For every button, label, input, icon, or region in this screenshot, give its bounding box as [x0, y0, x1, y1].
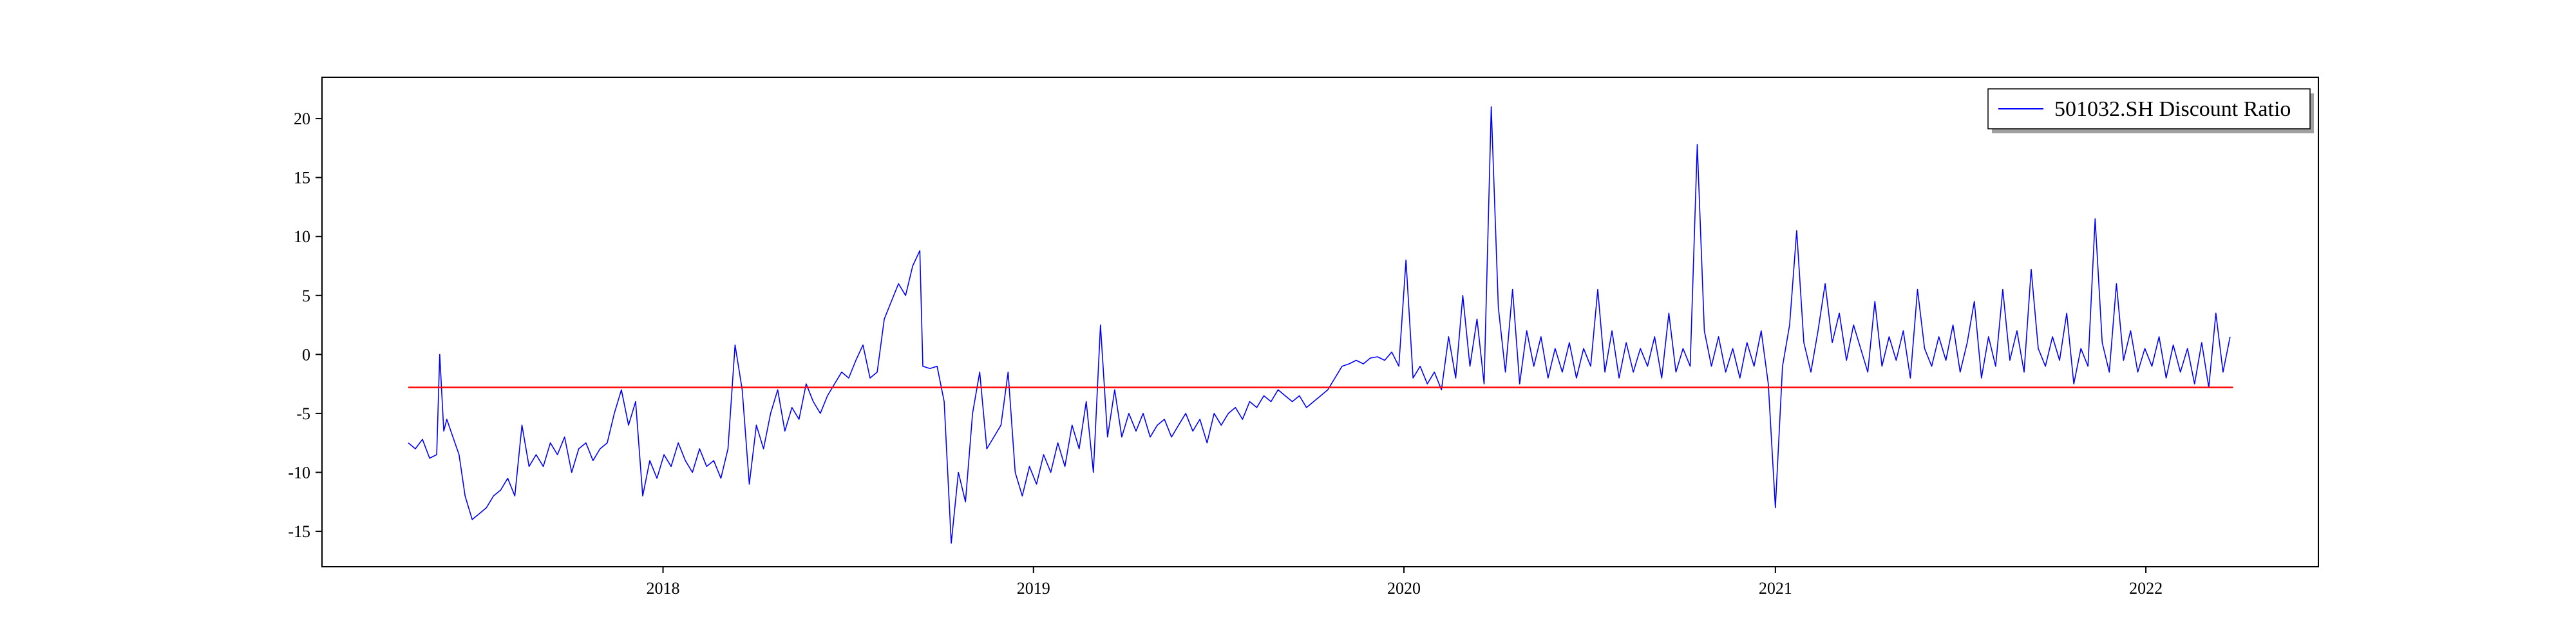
x-tick-label: 2018: [647, 579, 680, 598]
y-tick-label: -15: [288, 522, 310, 541]
y-tick-label: -5: [296, 404, 310, 423]
x-tick-label: 2019: [1017, 579, 1050, 598]
x-tick-label: 2021: [1759, 579, 1792, 598]
discount-ratio-line: [408, 106, 2231, 544]
x-tick-label: 2020: [1387, 579, 1421, 598]
y-tick-label: -10: [288, 463, 310, 482]
x-tick-label: 2022: [2129, 579, 2163, 598]
series-lines: [408, 106, 2233, 544]
y-axis-ticks: 20 15 10 5 0 -5 -10 -15: [288, 109, 322, 541]
x-axis-ticks: 2018 2019 2020 2021 2022: [647, 567, 2163, 598]
y-tick-label: 0: [302, 345, 310, 364]
y-tick-label: 20: [294, 109, 310, 128]
y-tick-label: 5: [302, 287, 310, 305]
y-tick-label: 15: [294, 169, 310, 187]
y-tick-label: 10: [294, 227, 310, 246]
legend-label: 501032.SH Discount Ratio: [2054, 97, 2291, 121]
plot-area-frame: [321, 77, 2319, 567]
legend: 501032.SH Discount Ratio: [1987, 88, 2314, 133]
